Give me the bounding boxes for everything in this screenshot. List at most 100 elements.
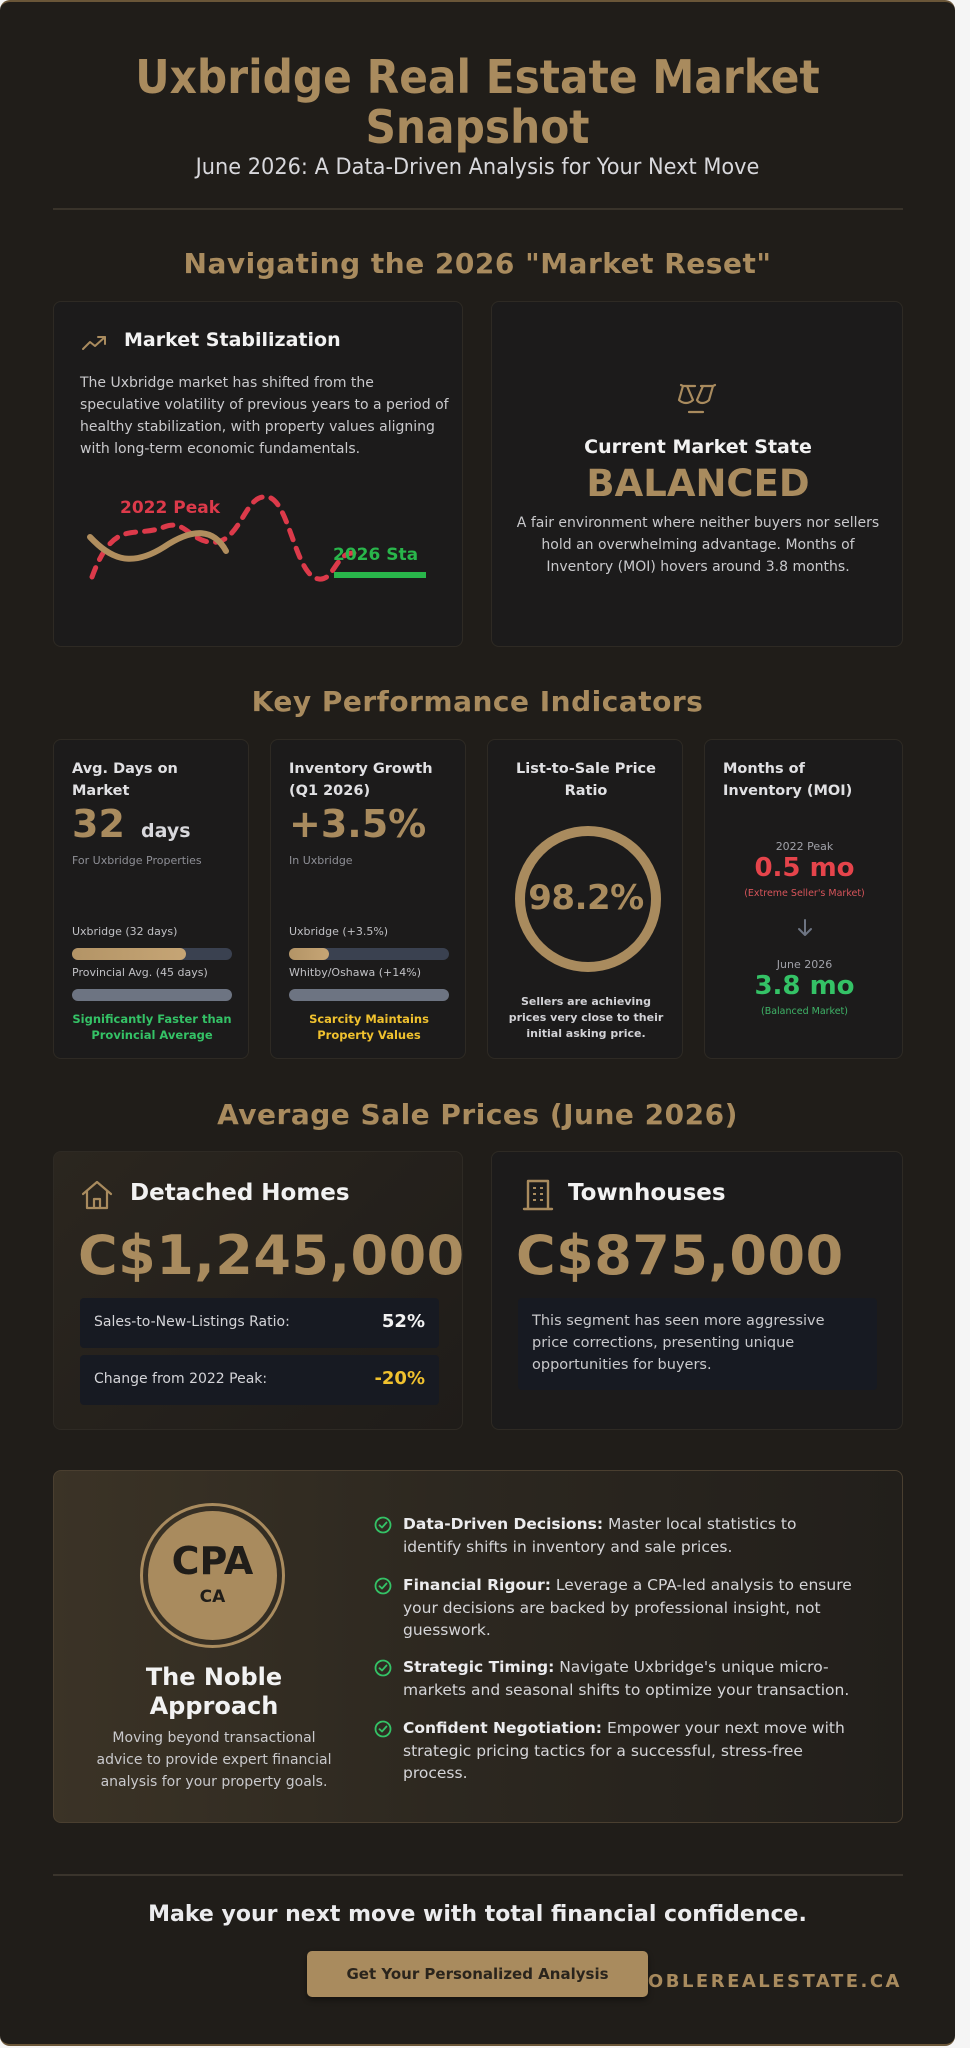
benefit-item: Strategic Timing: Navigate Uxbridge's un… — [374, 1656, 903, 1701]
benefit-title: Financial Rigour: — [403, 1576, 551, 1594]
trending-up-icon — [82, 336, 106, 350]
detached-price: C$1,245,000 — [78, 1224, 465, 1287]
bar-label-uxbridge: Uxbridge (+3.5%) — [289, 925, 389, 938]
approach-body: Moving beyond transactional advice to pr… — [96, 1730, 332, 1790]
kpi-title: Inventory Growth (Q1 2026) — [289, 761, 433, 799]
kpi-sub: For Uxbridge Properties — [72, 854, 202, 867]
section-title-kpis: Key Performance Indicators — [251, 685, 704, 718]
benefit-text: guesswork. — [403, 1621, 491, 1639]
moi-peak-desc: (Extreme Seller's Market) — [744, 888, 865, 899]
check-circle-icon — [374, 1720, 392, 1738]
bar-provincial — [72, 989, 232, 1001]
bar-label-whitby-oshawa: Whitby/Oshawa (+14%) — [289, 966, 421, 979]
check-circle-icon — [374, 1516, 392, 1534]
title-line-1: Uxbridge Real Estate Market — [135, 50, 820, 104]
kpi-title: List-to-Sale Price Ratio — [516, 761, 656, 799]
stat-row-sales-to-new-listings: Sales-to-New-Listings Ratio: 52% — [80, 1298, 439, 1348]
approach-title-line-1: The Noble — [145, 1663, 283, 1691]
kpi-value: 32 — [72, 802, 125, 846]
benefit-item: Confident Negotiation: Empower your next… — [374, 1717, 903, 1785]
current-market-state-card: Current Market State BALANCED A fair env… — [491, 301, 903, 647]
ratio-value: 98.2% — [528, 878, 644, 918]
building-icon — [522, 1179, 554, 1211]
kpi-inventory-growth: Inventory Growth (Q1 2026) +3.5% In Uxbr… — [270, 739, 466, 1059]
stat-row-change-from-peak: Change from 2022 Peak: -20% — [80, 1355, 439, 1405]
cpa-badge-sub: CA — [199, 1587, 226, 1607]
townhouse-note: This segment has seen more aggressive pr… — [518, 1298, 877, 1390]
bar-fill — [289, 948, 329, 960]
bar-label-provincial: Provincial Avg. (45 days) — [72, 966, 208, 979]
benefit-item: Data-Driven Decisions: Master local stat… — [374, 1513, 903, 1558]
card-body: The Uxbridge market has shifted from the… — [80, 375, 449, 457]
approach-title: The Noble Approach — [54, 1663, 374, 1721]
moi-now-value: 3.8 mo — [754, 971, 855, 1001]
approach-title-line-2: Approach — [149, 1692, 279, 1720]
kpi-title: Months of Inventory (MOI) — [723, 761, 853, 799]
card-title: Market Stabilization — [124, 329, 341, 351]
benefit-text: process. — [403, 1764, 468, 1782]
kpi-value: +3.5% — [289, 802, 427, 846]
bar-fill — [72, 948, 186, 960]
benefit-text: strategic pricing tactics for a successf… — [403, 1741, 803, 1760]
stat-value: 52% — [381, 1311, 425, 1332]
check-circle-icon — [374, 1659, 392, 1677]
footer-divider — [53, 1874, 903, 1876]
header-divider — [53, 208, 903, 210]
market-state-value: BALANCED — [586, 462, 810, 505]
stat-label: Sales-to-New-Listings Ratio: — [94, 1314, 290, 1330]
kpi-days-on-market: Avg. Days on Market 32 days For Uxbridge… — [53, 739, 249, 1059]
page-subtitle: June 2026: A Data-Driven Analysis for Yo… — [195, 155, 760, 180]
kpi-list-to-sale-ratio: List-to-Sale Price Ratio 98.2% Sellers a… — [487, 739, 683, 1059]
noble-approach-card: CPA CA The Noble Approach Moving beyond … — [53, 1470, 903, 1823]
bar-uxbridge — [289, 948, 449, 960]
stabilization-chart — [87, 494, 426, 582]
scale-balance-icon — [677, 383, 717, 414]
arrow-down-icon — [798, 919, 812, 936]
stat-label: Change from 2022 Peak: — [94, 1371, 268, 1387]
kpi-note: Scarcity Maintains Property Values — [309, 1012, 429, 1042]
benefit-text: Empower your next move with — [602, 1719, 845, 1737]
bar-uxbridge — [72, 948, 232, 960]
benefit-item: Financial Rigour: Leverage a CPA-led ana… — [374, 1574, 903, 1642]
house-icon — [81, 1180, 113, 1210]
section-title-prices: Average Sale Prices (June 2026) — [217, 1098, 738, 1131]
benefit-text: identify shifts in inventory and sale pr… — [403, 1537, 733, 1556]
benefit-title: Strategic Timing: — [403, 1658, 555, 1676]
moi-peak-value: 0.5 mo — [754, 853, 855, 883]
benefit-title: Confident Negotiation: — [403, 1719, 603, 1737]
page-title: Uxbridge Real Estate Market Snapshot — [38, 52, 917, 152]
market-stabilization-card: Market Stabilization The Uxbridge market… — [53, 301, 463, 647]
chart-label-2022-peak: 2022 Peak — [120, 498, 220, 518]
kpi-months-of-inventory: Months of Inventory (MOI) 2022 Peak 0.5 … — [704, 739, 903, 1059]
website-link[interactable]: OBLEREALESTATE.CA — [647, 1971, 902, 1992]
current-state-body: A fair environment where neither buyers … — [516, 515, 880, 575]
benefit-text: markets and seasonal shifts to optimize … — [403, 1680, 850, 1699]
cpa-badge: CPA CA — [140, 1503, 285, 1648]
detached-homes-card: Detached Homes C$1,245,000 Sales-to-New-… — [53, 1151, 465, 1430]
benefit-text: Navigate Uxbridge's unique micro- — [554, 1658, 829, 1676]
moi-now-desc: (Balanced Market) — [760, 1006, 848, 1017]
stat-value: -20% — [374, 1368, 425, 1389]
townhouse-price: C$875,000 — [516, 1224, 844, 1287]
current-state-title: Current Market State — [584, 436, 812, 458]
benefit-text: Master local statistics to — [603, 1515, 797, 1533]
ratio-ring — [515, 826, 661, 972]
cpa-badge-inner: CPA CA — [148, 1511, 277, 1640]
townhouses-card: Townhouses C$875,000 This segment has se… — [491, 1151, 903, 1430]
card-title: Townhouses — [568, 1180, 726, 1206]
section-title-market-reset: Navigating the 2026 "Market Reset" — [183, 247, 772, 280]
moi-now-label: June 2026 — [776, 958, 833, 971]
get-analysis-button[interactable]: Get Your Personalized Analysis — [307, 1951, 648, 1997]
kpi-sub: In Uxbridge — [289, 854, 353, 867]
benefit-text: your decisions are backed by professiona… — [403, 1598, 821, 1617]
cpa-badge-main: CPA — [171, 1539, 254, 1583]
kpi-note: Sellers are achieving prices very close … — [508, 995, 664, 1040]
card-title: Detached Homes — [130, 1180, 350, 1206]
benefit-title: Data-Driven Decisions: — [403, 1515, 604, 1533]
bar-whitby-oshawa — [289, 989, 449, 1001]
kpi-note: Significantly Faster than Provincial Ave… — [72, 1012, 232, 1042]
moi-peak-label: 2022 Peak — [775, 840, 834, 853]
kpi-unit: days — [141, 820, 191, 842]
kpi-title: Avg. Days on Market — [72, 761, 178, 799]
